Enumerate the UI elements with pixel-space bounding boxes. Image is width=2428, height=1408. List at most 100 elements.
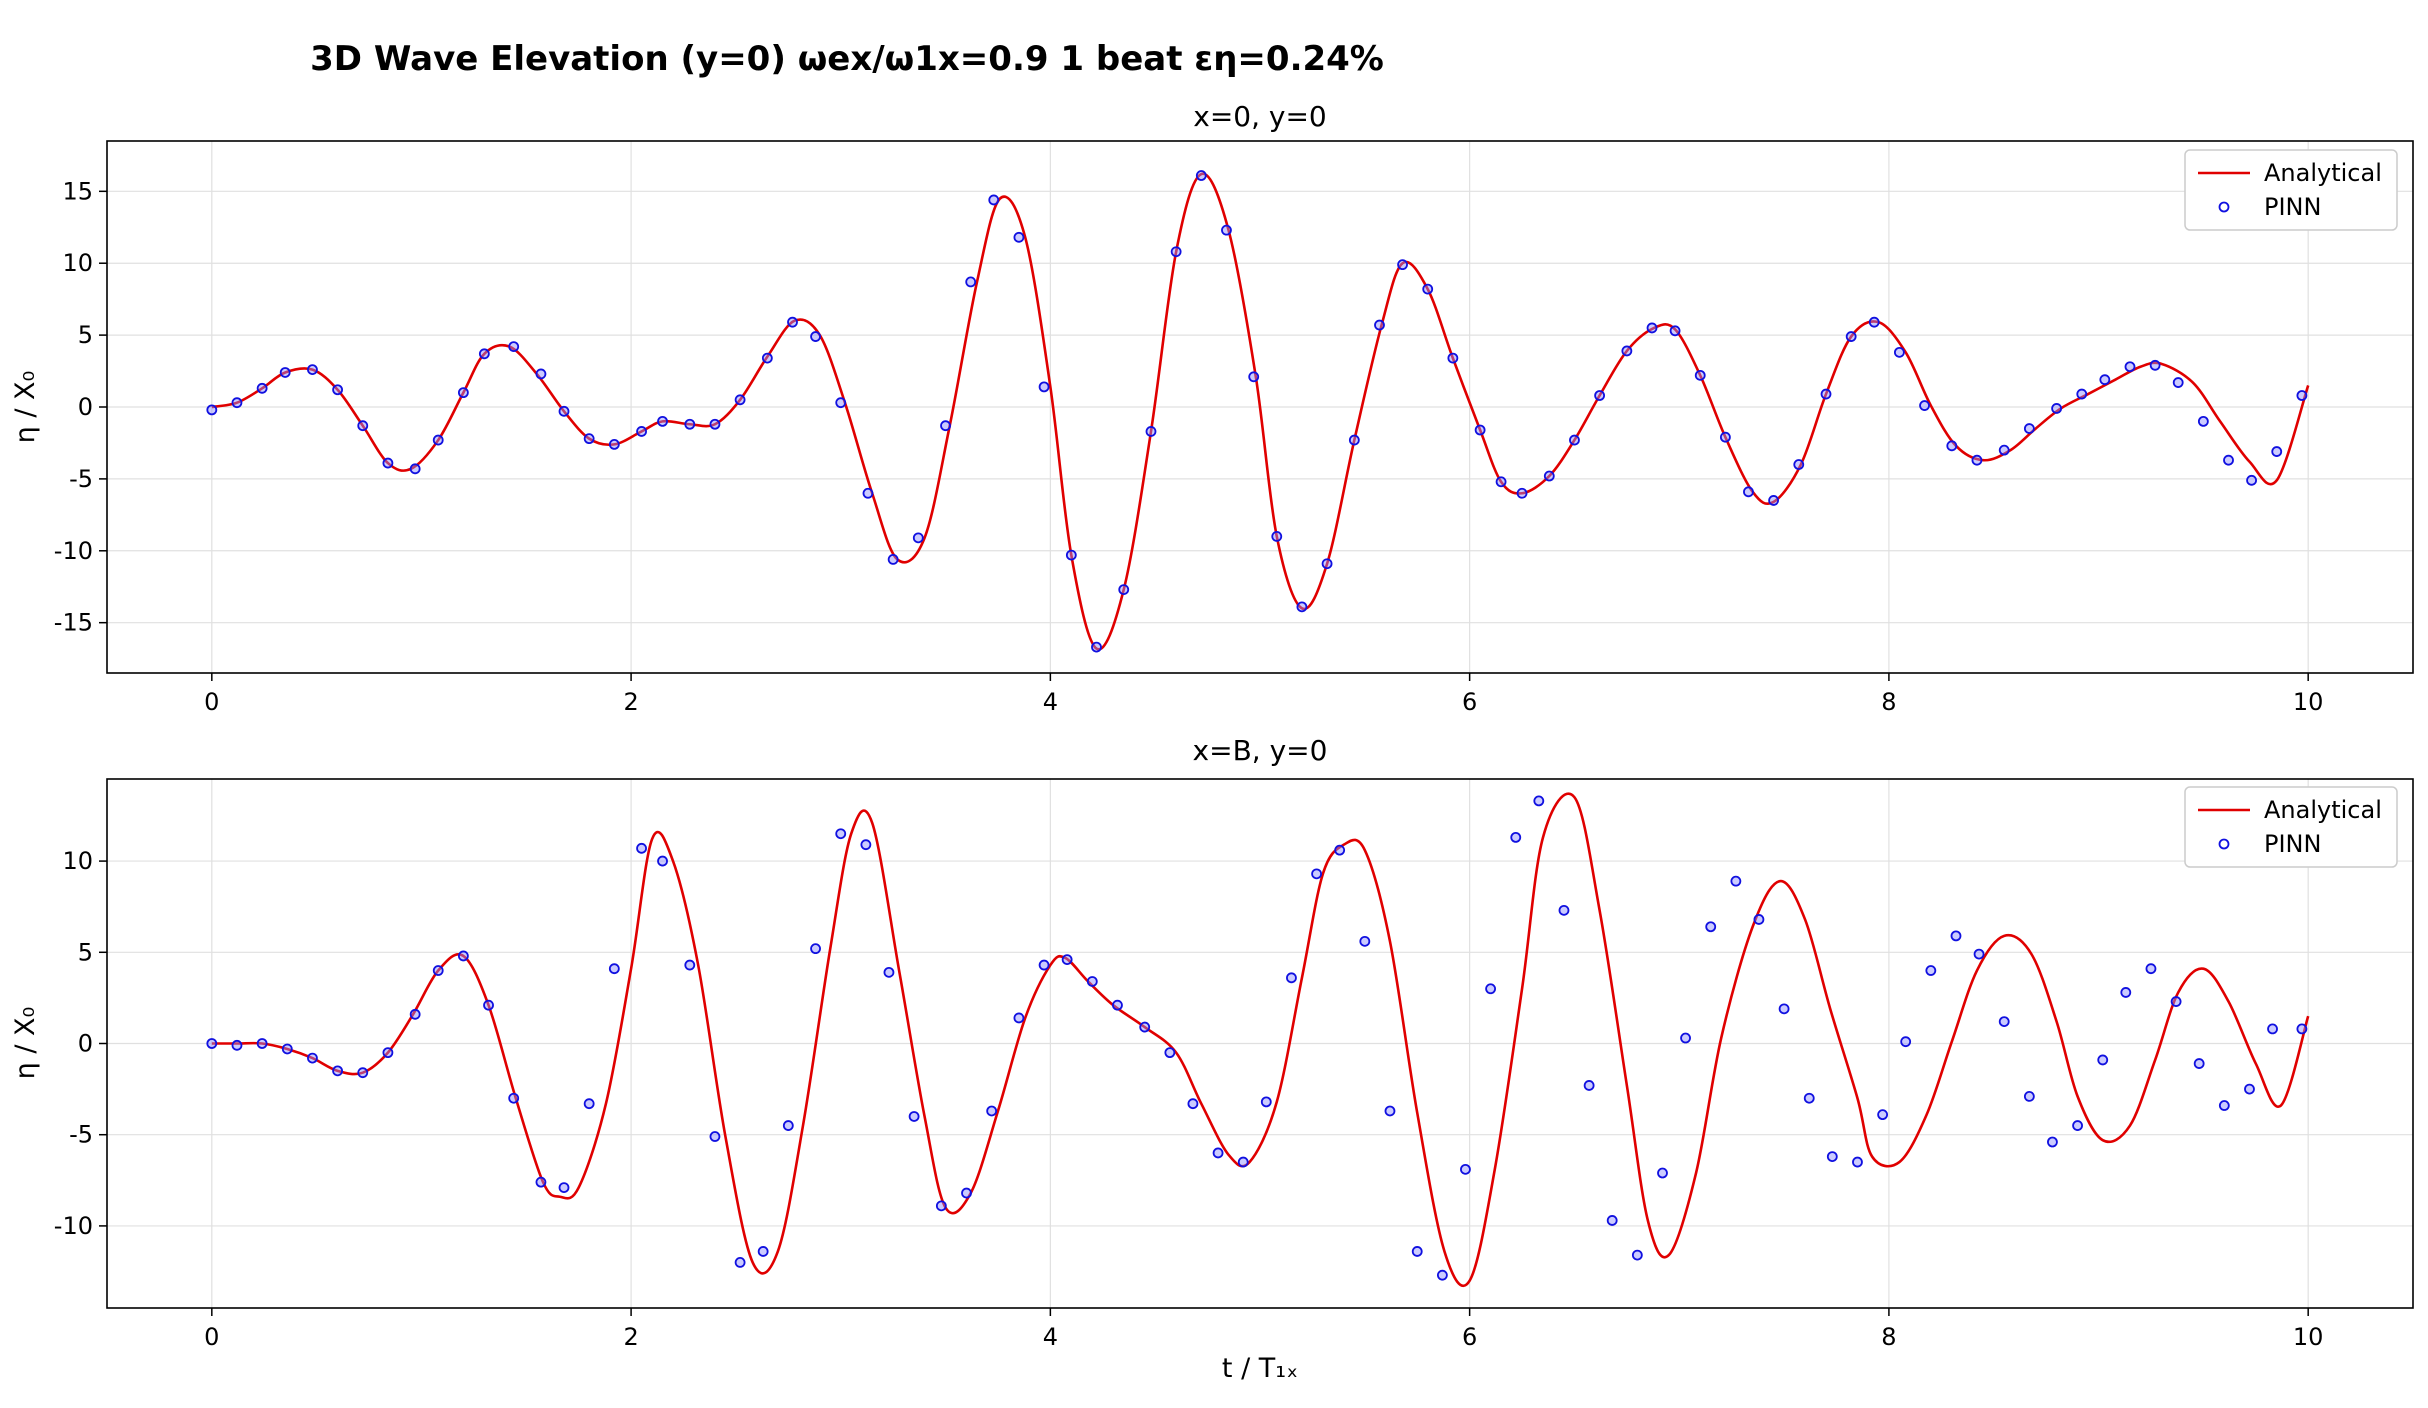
pinn-point [608, 963, 620, 975]
pinn-point [2218, 1100, 2230, 1111]
pinn-point [1086, 976, 1098, 987]
pinn-point [357, 1067, 369, 1079]
x-tick-label: 4 [1043, 688, 1058, 716]
pinn-point [734, 1256, 746, 1268]
pinn-point [1411, 1246, 1423, 1257]
pinn-point [2193, 1058, 2205, 1069]
y-tick-label: -5 [69, 465, 93, 493]
panel-top: x=0, y=0 0 2 4 6 8 10 -15 -10 -5 0 5 10 15 η / X₀ An… [10, 100, 2414, 716]
legend-box [2184, 786, 2398, 868]
pinn-point [1474, 424, 1486, 436]
y-tick-label: 0 [78, 1030, 93, 1058]
analytical-line [211, 792, 2310, 1288]
legend-pinn-swatch [2218, 201, 2230, 213]
pinn-point [1359, 935, 1371, 947]
pinn-point [1118, 584, 1130, 596]
y-tick-label: 0 [78, 393, 93, 421]
x-tick-label: 6 [1462, 1323, 1477, 1351]
pinn-point [988, 194, 1000, 206]
axis-ticks: 0 2 4 6 8 10 -10 -5 0 5 10 [54, 847, 2324, 1351]
pinn-point [1669, 325, 1681, 337]
pinn-point [1680, 1032, 1691, 1044]
x-tick-label: 2 [623, 688, 638, 716]
pinn-point [508, 341, 520, 353]
legend-pinn-swatch [2218, 838, 2230, 850]
pinn-point [206, 404, 218, 416]
pinn-point [684, 418, 696, 430]
pinn-point [709, 418, 721, 430]
pinn-point [1694, 369, 1706, 381]
pinn-point [2145, 963, 2157, 975]
pinn-point [2076, 388, 2088, 400]
pinn-point [2023, 1091, 2035, 1102]
pinn-point [810, 943, 821, 955]
pinn-point [1516, 487, 1528, 499]
x-tick-label: 4 [1043, 1323, 1058, 1351]
pinn-point [1348, 434, 1360, 446]
legend: Analytical PINN [2184, 149, 2398, 231]
x-tick-label: 0 [204, 1323, 219, 1351]
legend-analytical-label: Analytical [2264, 159, 2382, 187]
pinn-point [1422, 283, 1434, 295]
pinn-point [1919, 400, 1930, 411]
pinn-point [1321, 558, 1333, 570]
pinn-point [2170, 996, 2182, 1007]
pinn-point [810, 331, 821, 342]
pinn-point [357, 420, 369, 432]
pinn-point [1646, 322, 1658, 334]
pinn-point [382, 457, 394, 469]
pinn-point [1973, 948, 1985, 960]
pinn-point [1998, 444, 2010, 456]
pinn-point [1868, 316, 1880, 328]
y-axis-label: η / X₀ [10, 1007, 41, 1080]
pinn-point [2097, 1054, 2109, 1066]
pinn-point [1925, 965, 1937, 976]
pinn-point [1397, 259, 1408, 271]
pinn-point [2124, 361, 2136, 373]
pinn-point [2051, 403, 2063, 414]
pinn-point [1820, 388, 1832, 400]
pinn-point [231, 397, 243, 409]
axis-ticks: 0 2 4 6 8 10 -15 -10 -5 0 5 10 15 [54, 177, 2324, 716]
pinn-point [1436, 1269, 1448, 1281]
pinn-point [535, 1176, 547, 1188]
pinn-point [307, 364, 318, 376]
pinn-point [1260, 1096, 1272, 1108]
pinn-point [1719, 431, 1731, 443]
pinn-point [281, 1043, 293, 1055]
pinn-point [382, 1047, 394, 1059]
pinn-point [734, 394, 746, 406]
pinn-point [1621, 345, 1633, 357]
pinn-point [1112, 999, 1123, 1011]
pinn-point [1145, 426, 1157, 437]
pinn-point [1793, 459, 1805, 470]
pinn-point [1334, 844, 1346, 856]
pinn-point [657, 415, 668, 427]
y-tick-label: -15 [54, 609, 93, 637]
pinn-point [940, 420, 951, 432]
pinn-point [1164, 1047, 1176, 1059]
pinn-point [684, 959, 696, 971]
pinn-point [2072, 1120, 2083, 1131]
pinn-point [2296, 1023, 2308, 1035]
x-tick-label: 10 [2293, 688, 2324, 716]
pinn-point [1212, 1147, 1224, 1159]
pinn-point [1803, 1092, 1815, 1104]
pinn-point [1845, 331, 1857, 342]
pinn-point [231, 1039, 243, 1051]
pinn-point [1061, 954, 1073, 965]
pinn-point [409, 463, 421, 475]
pinn-point [1893, 346, 1905, 358]
pinn-point [535, 368, 547, 380]
pinn-point [1946, 440, 1958, 452]
pinn-point [1753, 914, 1765, 925]
pinn-point [757, 1246, 769, 1257]
pinn-point [1221, 224, 1232, 236]
pinn-point [709, 1131, 721, 1142]
pinn-point [1091, 641, 1102, 653]
pinn-point [583, 433, 595, 445]
pinn-point [1195, 170, 1207, 181]
pinn-point [2246, 474, 2257, 486]
x-tick-label: 2 [623, 1323, 638, 1351]
